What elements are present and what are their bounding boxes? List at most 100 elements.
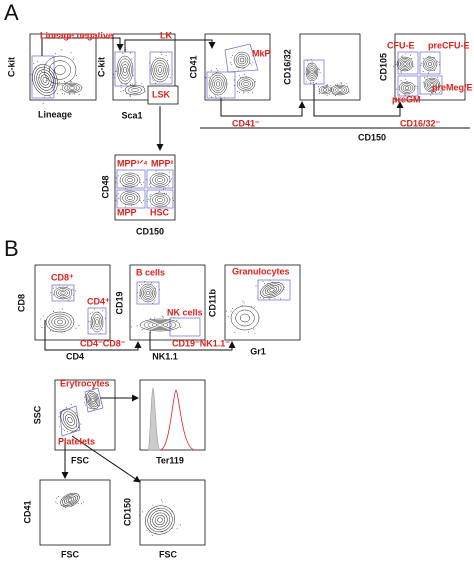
plot-frame: [394, 33, 466, 101]
event-dot: [102, 316, 104, 318]
event-dot: [173, 317, 175, 319]
contour: [124, 176, 136, 184]
event-dot: [312, 82, 314, 84]
contour: [430, 83, 434, 87]
event-dot: [167, 60, 169, 62]
event-dot: [149, 330, 151, 332]
event-dot: [254, 332, 256, 334]
event-dot: [33, 62, 35, 64]
contour: [124, 194, 136, 202]
event-dot: [141, 83, 143, 85]
event-dot: [158, 190, 160, 192]
contour: [309, 68, 315, 76]
event-dot: [99, 333, 101, 335]
event-dot: [49, 330, 51, 332]
event-dot: [123, 90, 125, 92]
event-dot: [405, 79, 407, 81]
event-dot: [335, 94, 337, 96]
gate-label: CD41⁻: [232, 118, 260, 128]
event-dot: [216, 68, 218, 70]
event-dot: [151, 78, 153, 80]
gate: [419, 75, 443, 95]
event-dot: [231, 308, 233, 310]
event-dot: [132, 75, 134, 77]
event-dot: [205, 77, 207, 79]
event-dot: [233, 79, 235, 81]
event-dot: [401, 82, 403, 84]
contour: [56, 288, 70, 298]
event-dot: [428, 56, 430, 58]
event-dot: [127, 82, 129, 84]
contour: [156, 64, 164, 76]
contour: [38, 71, 52, 89]
event-dot: [144, 91, 146, 93]
event-dot: [393, 65, 395, 67]
event-dot: [56, 502, 58, 504]
event-dot: [427, 72, 429, 74]
event-dot: [38, 77, 40, 79]
label-box: [147, 85, 179, 105]
event-dot: [176, 528, 178, 530]
event-dot: [168, 175, 170, 177]
contour: [396, 56, 414, 72]
contour: [241, 80, 251, 88]
event-dot: [64, 93, 66, 95]
event-dot: [434, 57, 436, 59]
event-dot: [397, 68, 399, 70]
event-dot: [78, 324, 80, 326]
event-dot: [398, 93, 400, 95]
contour: [131, 88, 139, 92]
contour: [150, 57, 170, 83]
contour: [237, 55, 247, 65]
gate: [257, 279, 291, 301]
event-dot: [210, 96, 212, 98]
event-dot: [118, 198, 120, 200]
event-dot: [208, 95, 210, 97]
axis-label: C-kit: [6, 57, 16, 77]
event-dot: [55, 501, 57, 503]
event-dot: [117, 193, 119, 195]
contour: [93, 316, 101, 328]
event-dot: [210, 69, 212, 71]
event-dot: [61, 84, 63, 86]
event-dot: [131, 326, 133, 328]
event-dot: [400, 72, 402, 74]
axis-label: FSC: [71, 455, 90, 465]
contour: [54, 65, 66, 75]
event-dot: [311, 61, 313, 63]
event-dot: [237, 69, 239, 71]
event-dot: [73, 58, 75, 60]
contour: [425, 79, 439, 91]
event-dot: [149, 62, 151, 64]
axis-label: Ter119: [156, 455, 184, 465]
event-dot: [89, 407, 91, 409]
axis-label: CD150: [358, 132, 386, 142]
event-dot: [70, 297, 72, 299]
event-dot: [236, 66, 238, 68]
event-dot: [255, 285, 257, 287]
event-dot: [242, 300, 244, 302]
event-dot: [129, 94, 131, 96]
contour: [154, 514, 166, 526]
gate-label: preGM: [392, 94, 421, 104]
event-dot: [243, 302, 245, 304]
contour: [67, 416, 73, 424]
contour: [212, 77, 224, 91]
event-dot: [400, 80, 402, 82]
event-dot: [150, 182, 152, 184]
contour: [86, 391, 100, 409]
event-dot: [411, 58, 413, 60]
axis-label: CD48: [100, 175, 110, 198]
contour: [51, 315, 69, 329]
contour: [146, 290, 150, 296]
contour: [152, 194, 168, 206]
event-dot: [131, 58, 133, 60]
gate: [31, 55, 55, 99]
event-dot: [309, 63, 311, 65]
plot-frame: [29, 33, 97, 101]
event-dot: [68, 93, 70, 95]
event-dot: [88, 407, 90, 409]
event-dot: [216, 69, 218, 71]
contour: [116, 55, 134, 85]
